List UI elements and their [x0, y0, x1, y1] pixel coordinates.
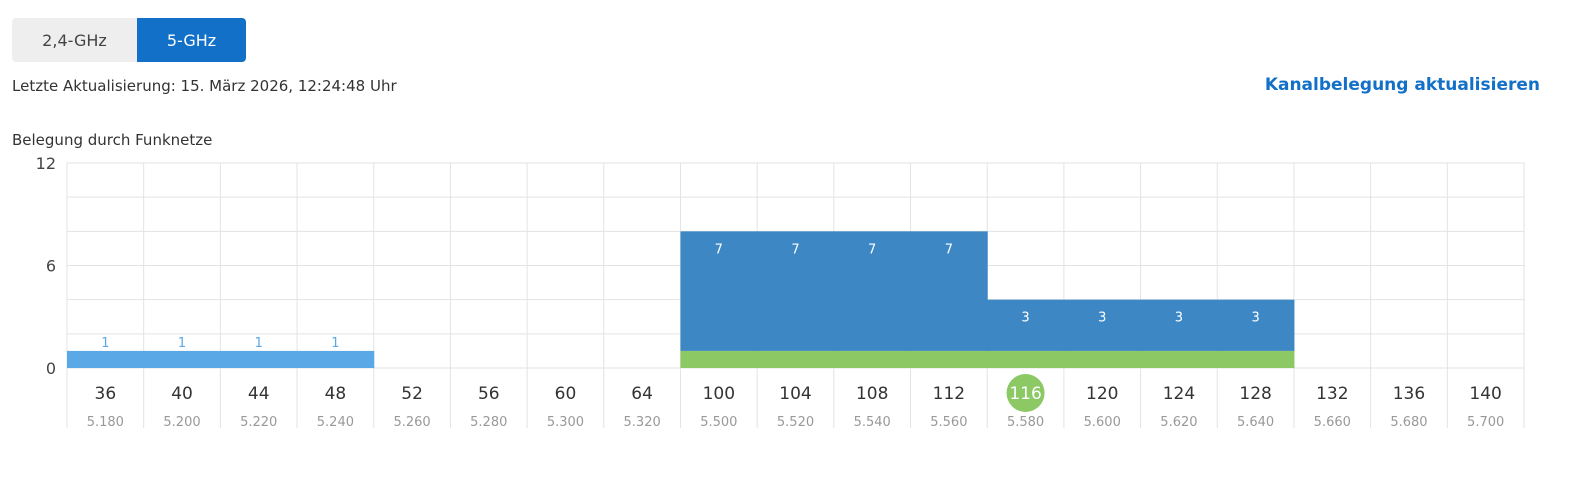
last-update-text: Letzte Aktualisierung: 15. März 2026, 12… — [12, 77, 397, 95]
bar-own-network — [680, 350, 758, 368]
x-tick-label: 56 — [478, 384, 500, 404]
data-label: 1 — [255, 336, 263, 351]
bar-networks — [1063, 299, 1142, 351]
x-tick-label: 116 — [1009, 384, 1041, 404]
x-tick-label: 48 — [325, 384, 347, 404]
data-label: 1 — [101, 336, 109, 351]
bar-networks — [220, 350, 298, 368]
x-tick-frequency: 5.220 — [240, 415, 277, 430]
x-tick-label: 124 — [1163, 384, 1195, 404]
x-tick-label: 40 — [171, 384, 193, 404]
x-tick-frequency: 5.580 — [1007, 415, 1044, 430]
x-tick-frequency: 5.660 — [1314, 415, 1351, 430]
x-tick-frequency: 5.600 — [1084, 415, 1121, 430]
x-tick-label: 136 — [1393, 384, 1425, 404]
data-label: 3 — [1251, 311, 1259, 326]
y-tick-label: 6 — [46, 257, 56, 276]
bar-networks — [833, 231, 912, 351]
bar-networks — [680, 231, 758, 351]
x-tick-label: 120 — [1086, 384, 1118, 404]
x-tick-frequency: 5.320 — [624, 415, 661, 430]
band-tabs: 2,4-GHz 5-GHz — [12, 18, 246, 62]
x-tick-frequency: 5.700 — [1467, 415, 1504, 430]
x-tick-label: 100 — [703, 384, 735, 404]
x-tick-label: 104 — [779, 384, 811, 404]
bar-networks — [143, 350, 221, 368]
bar-own-network — [1140, 350, 1218, 368]
x-tick-frequency: 5.620 — [1160, 415, 1197, 430]
data-label: 7 — [715, 242, 723, 257]
x-tick-frequency: 5.520 — [777, 415, 814, 430]
bar-own-network — [833, 350, 912, 368]
data-label: 3 — [1098, 311, 1106, 326]
x-tick-frequency: 5.280 — [470, 415, 507, 430]
x-tick-label: 52 — [401, 384, 423, 404]
bar-networks — [1217, 299, 1295, 351]
bar-networks — [67, 350, 145, 368]
x-tick-label: 60 — [555, 384, 577, 404]
x-tick-label: 36 — [95, 384, 117, 404]
x-tick-label: 128 — [1239, 384, 1271, 404]
y-tick-label: 12 — [36, 154, 56, 173]
bar-own-network — [757, 350, 835, 368]
x-tick-frequency: 5.500 — [700, 415, 737, 430]
bar-networks — [987, 299, 1065, 351]
data-label: 7 — [945, 242, 953, 257]
y-tick-label: 0 — [46, 359, 56, 378]
bar-own-network — [1217, 350, 1295, 368]
data-label: 7 — [791, 242, 799, 257]
bar-own-network — [987, 350, 1065, 368]
x-tick-frequency: 5.540 — [854, 415, 891, 430]
chart-title: Belegung durch Funknetze — [12, 131, 213, 149]
x-tick-label: 64 — [631, 384, 653, 404]
channel-occupancy-chart: 0 6 12 1 1 1 1 7 7 7 7 3 3 3 3 36 5.180 40 5.200 44 5.220 48 5… — [36, 154, 1525, 430]
active-channel-marker — [1006, 374, 1045, 412]
x-tick-label: 108 — [856, 384, 888, 404]
refresh-channel-link[interactable]: Kanalbelegung aktualisieren — [1264, 75, 1540, 95]
data-label: 3 — [1021, 311, 1029, 326]
tab-2-4-ghz[interactable]: 2,4-GHz — [12, 18, 137, 62]
x-tick-frequency: 5.300 — [547, 415, 584, 430]
x-tick-frequency: 5.260 — [393, 415, 430, 430]
x-tick-frequency: 5.640 — [1237, 415, 1274, 430]
x-tick-label: 112 — [933, 384, 965, 404]
data-label: 1 — [178, 336, 186, 351]
bar-networks — [297, 350, 375, 368]
data-label: 3 — [1175, 311, 1183, 326]
x-tick-frequency: 5.560 — [930, 415, 967, 430]
bar-own-network — [1063, 350, 1142, 368]
bar-networks — [757, 231, 835, 351]
bar-networks — [910, 231, 988, 351]
tab-5-ghz[interactable]: 5-GHz — [137, 18, 246, 62]
x-tick-label: 140 — [1469, 384, 1501, 404]
x-tick-frequency: 5.240 — [317, 415, 354, 430]
bar-networks — [1140, 299, 1218, 351]
x-tick-frequency: 5.200 — [163, 415, 200, 430]
x-tick-frequency: 5.680 — [1390, 415, 1427, 430]
x-tick-label: 132 — [1316, 384, 1348, 404]
bar-own-network — [910, 350, 988, 368]
data-label: 1 — [331, 336, 339, 351]
data-label: 7 — [868, 242, 876, 257]
x-tick-frequency: 5.180 — [87, 415, 124, 430]
x-tick-label: 44 — [248, 384, 270, 404]
